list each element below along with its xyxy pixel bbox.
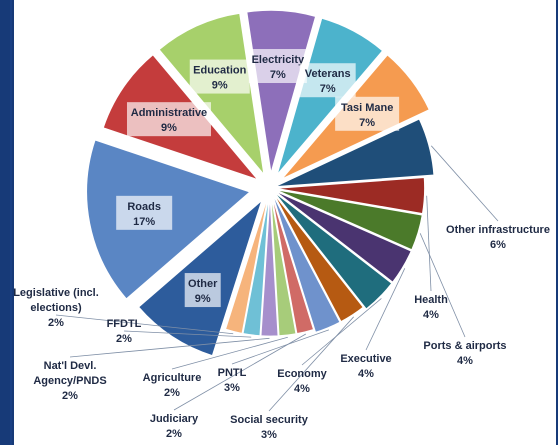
leader-agriculture: [171, 336, 288, 370]
slice-label-tasi-mane: Tasi Mane: [341, 102, 393, 114]
slice-value-administrative: 9%: [161, 122, 177, 134]
leader-executive: [365, 268, 406, 351]
leader-other-infrastructure: [430, 145, 499, 222]
label-box-veterans: [299, 63, 356, 98]
slice-label-judiciary: Judiciary: [150, 413, 199, 425]
leader-nat-l-devl-agency-pnds: [69, 337, 270, 358]
slice-value-other: 9%: [195, 293, 211, 305]
slice-label-veterans: Veterans: [305, 68, 351, 80]
slice-value-agriculture: 2%: [164, 387, 180, 399]
slice-label-other: Other: [188, 278, 218, 290]
leader-health: [426, 195, 432, 292]
slice-education: [157, 12, 266, 178]
slice-value-nat-l-devl-agency-pnds: 2%: [62, 390, 78, 402]
slice-label-administrative: Administrative: [131, 107, 207, 119]
slice-value-electricity: 7%: [270, 69, 286, 81]
slice-value-veterans: 7%: [320, 83, 336, 95]
slice-ports-airports: [273, 188, 424, 251]
leader-pntl: [231, 329, 329, 365]
label-box-tasi-mane: [335, 96, 400, 131]
slice-label-ffdtl: FFDTL: [107, 318, 142, 330]
slice-label-education: Education: [193, 65, 246, 77]
leader-ffdtl: [123, 330, 252, 338]
slice-label-other-infrastructure: Other infrastructure: [446, 224, 550, 236]
slice-label-roads: Roads: [127, 201, 161, 213]
slice-value-judiciary: 2%: [166, 428, 182, 440]
leader-economy: [301, 298, 382, 366]
slice-value-education: 9%: [212, 80, 228, 92]
label-box-roads: [116, 195, 173, 230]
slice-label-electricity: Electricity: [252, 54, 305, 66]
slice-value-ports-airports: 4%: [457, 355, 473, 367]
slice-labels: Education 9% Electricity 7% Veterans 7% Tasi M…: [14, 49, 550, 441]
slice-executive: [272, 189, 413, 284]
slice-pntl: [270, 191, 342, 334]
label-box-education: [189, 59, 250, 94]
slice-value-tasi-mane: 7%: [359, 117, 375, 129]
slice-other-infrastructure: [273, 117, 435, 188]
label-box-administrative: [126, 102, 211, 137]
slice-value-social-security: 3%: [261, 429, 277, 441]
slice-label-social-security: Social security: [230, 414, 309, 426]
slice-economy: [272, 190, 394, 311]
chart-panel: Education 9% Electricity 7% Veterans 7% Tasi M…: [14, 0, 556, 445]
leader-lines: [55, 145, 499, 412]
slice-legislative-incl-elections: [224, 191, 270, 335]
slice-label-economy: Economy: [277, 368, 327, 380]
leader-legislative-incl-elections: [55, 314, 234, 335]
slice-value-health: 4%: [423, 309, 439, 321]
slice-label-health: Health: [414, 294, 448, 306]
leader-judiciary: [173, 333, 307, 411]
slice-value-pntl: 3%: [224, 382, 240, 394]
slice-value-ffdtl: 2%: [116, 333, 132, 345]
leader-ports-airports: [419, 233, 466, 338]
slice-value-legislative-incl-elections: 2%: [48, 317, 64, 329]
slice-health: [273, 176, 426, 215]
label-box-other: [184, 273, 221, 308]
slice-value-other-infrastructure: 6%: [490, 239, 506, 251]
slice-label-legislative-incl-elections: Legislative (incl. elections): [14, 287, 99, 314]
slice-value-economy: 4%: [294, 383, 310, 395]
slice-value-roads: 17%: [133, 216, 155, 228]
slice-label-executive: Executive: [340, 353, 391, 365]
leader-social-security: [268, 316, 354, 412]
slice-value-executive: 4%: [358, 368, 374, 380]
slice-label-nat-l-devl-agency-pnds: Nat'l Devl. Agency/PNDS: [33, 360, 106, 387]
slice-label-pntl: PNTL: [218, 367, 247, 379]
slice-label-ports-airports: Ports & airports: [423, 340, 506, 352]
slice-label-agriculture: Agriculture: [143, 372, 202, 384]
pie-chart: Education 9% Electricity 7% Veterans 7% Tasi M…: [14, 9, 550, 441]
label-box-electricity: [248, 49, 307, 84]
